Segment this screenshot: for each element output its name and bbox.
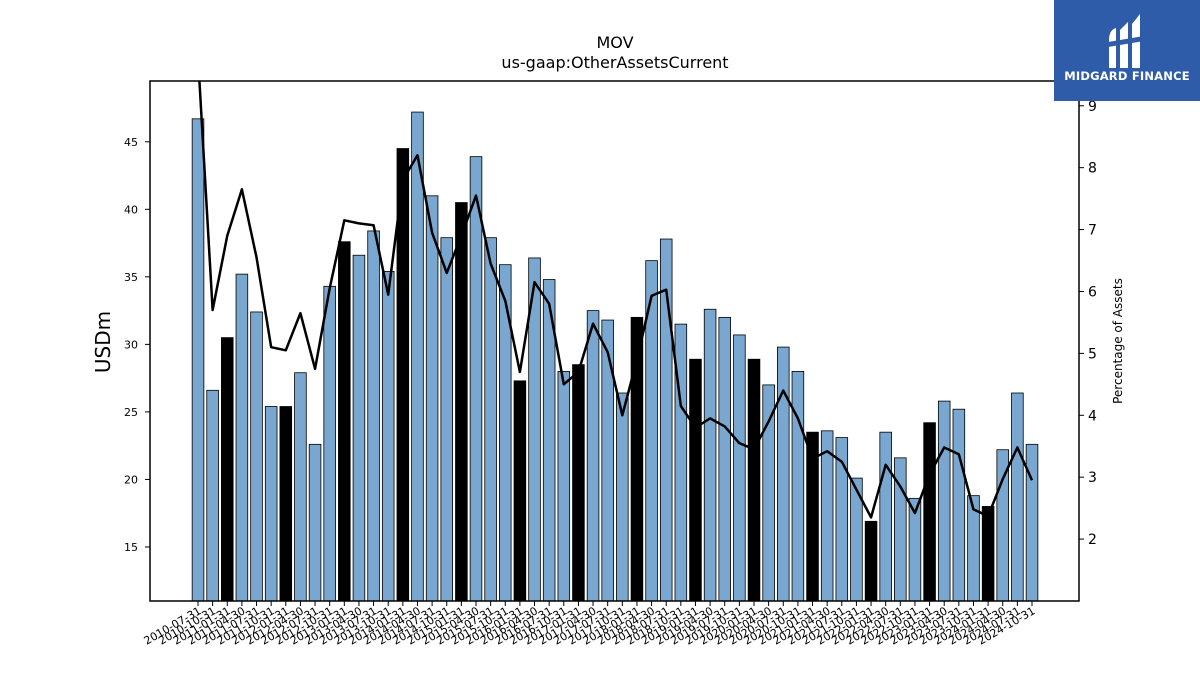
bar [294, 372, 307, 602]
bar [367, 230, 380, 602]
bar [440, 237, 453, 602]
bar [381, 271, 395, 602]
bar [981, 506, 995, 602]
brand-logo: MIDGARD FINANCE [1054, 0, 1200, 101]
bar [777, 346, 790, 602]
y2-tick-label: 8 [1088, 161, 1097, 177]
plot-frame [149, 80, 1080, 602]
bar [718, 316, 731, 602]
bar [952, 408, 966, 602]
logo-text: MIDGARD FINANCE [1064, 69, 1190, 83]
bar [279, 406, 293, 602]
bar [820, 430, 834, 602]
y2-axis-label: Percentage of Assets [1111, 278, 1125, 404]
bar [703, 308, 717, 602]
bar [308, 443, 322, 602]
bar [469, 156, 483, 602]
y2-tick-label: 2 [1088, 532, 1097, 548]
bar [733, 334, 746, 602]
y-tick-label: 15 [124, 541, 138, 554]
bar [864, 520, 878, 602]
bar [879, 431, 892, 602]
y-tick-label: 40 [124, 203, 138, 216]
bar [1025, 443, 1039, 602]
bar [557, 370, 571, 602]
bar [923, 422, 936, 602]
y-tick-label: 45 [124, 136, 138, 149]
y2-tick-label: 7 [1088, 223, 1097, 239]
bar [513, 380, 527, 602]
bar [616, 392, 629, 602]
bar [264, 406, 278, 602]
y-tick-label: 30 [124, 338, 138, 351]
y2-tick-label: 9 [1088, 99, 1097, 115]
bar [250, 311, 263, 602]
y-tick-label: 35 [124, 271, 138, 284]
y-axis-label: USDm [91, 311, 115, 373]
bar [235, 273, 249, 602]
bar [323, 285, 336, 602]
bar [338, 241, 351, 602]
bar [601, 319, 614, 602]
series-line [198, 81, 1034, 519]
bar [191, 118, 205, 602]
bar [352, 254, 366, 602]
bar [762, 384, 775, 602]
logo-mark-icon [1108, 14, 1144, 68]
y-tick-label: 25 [124, 406, 138, 419]
chart-title: MOV [596, 33, 633, 52]
bar [586, 310, 600, 602]
bar [206, 389, 219, 602]
bar [791, 370, 805, 602]
bar [484, 237, 497, 602]
y2-tick-label: 4 [1088, 408, 1097, 424]
bar [221, 337, 234, 602]
bar [572, 364, 585, 602]
bar [937, 400, 951, 602]
bar [455, 202, 468, 602]
y2-tick-label: 3 [1088, 470, 1097, 486]
bar [1011, 392, 1024, 602]
chart-subtitle: us-gaap:OtherAssetsCurrent [501, 53, 728, 72]
bar [747, 358, 761, 602]
bar [411, 111, 424, 602]
bar [425, 195, 439, 602]
y2-tick-label: 6 [1088, 284, 1097, 300]
y2-tick-label: 5 [1088, 346, 1097, 362]
bar [689, 358, 702, 602]
y-tick-label: 20 [124, 473, 138, 486]
